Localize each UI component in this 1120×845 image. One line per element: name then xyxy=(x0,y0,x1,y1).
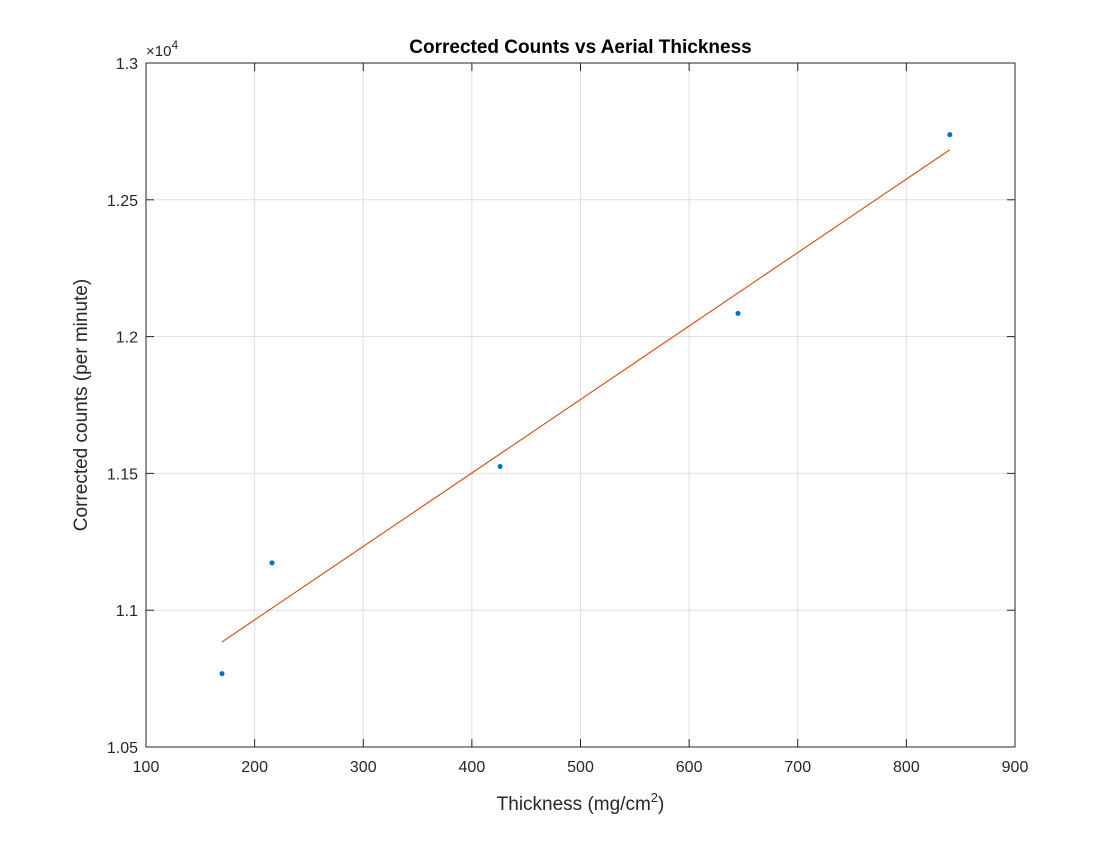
x-axis-label-superscript: 2 xyxy=(651,790,658,805)
y-tick-label: 1.25 xyxy=(107,193,138,210)
chart-title: Corrected Counts vs Aerial Thickness xyxy=(409,37,751,58)
data-point xyxy=(735,310,741,316)
y-axis-exponent: ×104 xyxy=(146,38,178,60)
y-axis-label: Corrected counts (per minute) xyxy=(71,279,92,531)
x-tick-label: 400 xyxy=(459,759,486,776)
y-axis-exponent-power: 4 xyxy=(171,38,178,52)
y-tick-label: 1.3 xyxy=(116,56,138,73)
y-axis-exponent-base: ×10 xyxy=(146,43,171,60)
x-axis-label: Thickness (mg/cm2) xyxy=(497,790,665,815)
x-tick-label: 700 xyxy=(784,759,811,776)
x-tick-label: 900 xyxy=(1002,759,1029,776)
data-point xyxy=(269,560,275,566)
ticks: 100 200 300 400 500 600 700 800 900 1.05 1.1 1.15 1.… xyxy=(107,56,1029,776)
y-tick-label: 1.1 xyxy=(116,603,138,620)
series xyxy=(219,132,953,677)
y-tick-label: 1.15 xyxy=(107,466,138,483)
y-tick-label: 1.2 xyxy=(116,330,138,347)
x-tick-label: 100 xyxy=(133,759,160,776)
x-tick-label: 200 xyxy=(241,759,268,776)
x-tick-label: 800 xyxy=(893,759,920,776)
y-tick-label: 1.05 xyxy=(107,740,138,757)
data-point xyxy=(497,464,503,470)
x-axis-label-close: ) xyxy=(658,794,664,815)
fit-line xyxy=(221,149,951,643)
grid xyxy=(146,63,1015,747)
x-tick-label: 300 xyxy=(350,759,377,776)
x-axis-label-text: Thickness (mg/cm xyxy=(497,794,651,815)
data-point xyxy=(947,132,953,138)
data-point xyxy=(219,671,225,677)
x-tick-label: 600 xyxy=(676,759,703,776)
x-tick-label: 500 xyxy=(567,759,594,776)
